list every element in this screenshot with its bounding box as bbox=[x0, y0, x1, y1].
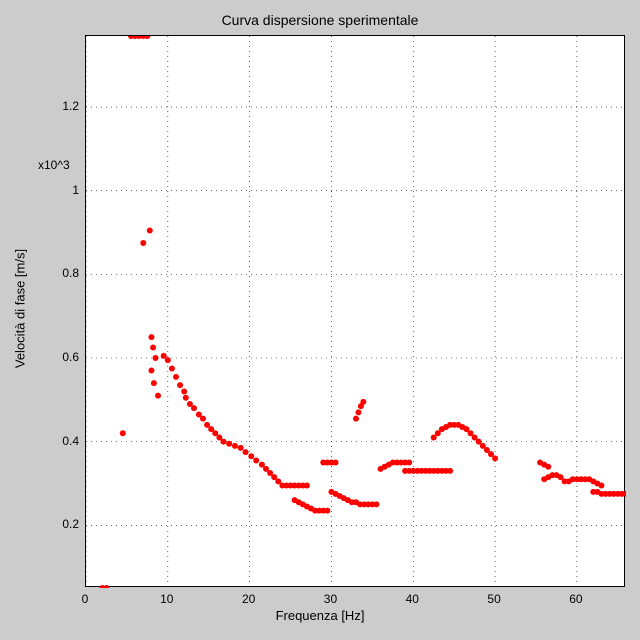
y-tick-label: 0.4 bbox=[47, 434, 79, 448]
y-tick-label: 0.2 bbox=[47, 517, 79, 531]
x-tick-label: 20 bbox=[242, 592, 255, 606]
y-tick-label: 0.8 bbox=[47, 266, 79, 280]
x-tick-label: 40 bbox=[406, 592, 419, 606]
y-axis-label: Velocità di fase [m/s] bbox=[13, 209, 28, 409]
scatter-plot bbox=[86, 36, 626, 588]
y-axis-multiplier: x10^3 bbox=[38, 158, 70, 172]
plot-area bbox=[85, 35, 625, 587]
y-tick-label: 1.2 bbox=[47, 99, 79, 113]
x-tick-label: 50 bbox=[487, 592, 500, 606]
x-tick-label: 0 bbox=[82, 592, 89, 606]
chart-title: Curva dispersione sperimentale bbox=[0, 12, 640, 28]
x-tick-label: 10 bbox=[160, 592, 173, 606]
x-tick-label: 60 bbox=[569, 592, 582, 606]
x-tick-label: 30 bbox=[324, 592, 337, 606]
y-tick-label: 1 bbox=[47, 183, 79, 197]
x-axis-label: Frequenza [Hz] bbox=[0, 608, 640, 623]
y-tick-label: 0.6 bbox=[47, 350, 79, 364]
